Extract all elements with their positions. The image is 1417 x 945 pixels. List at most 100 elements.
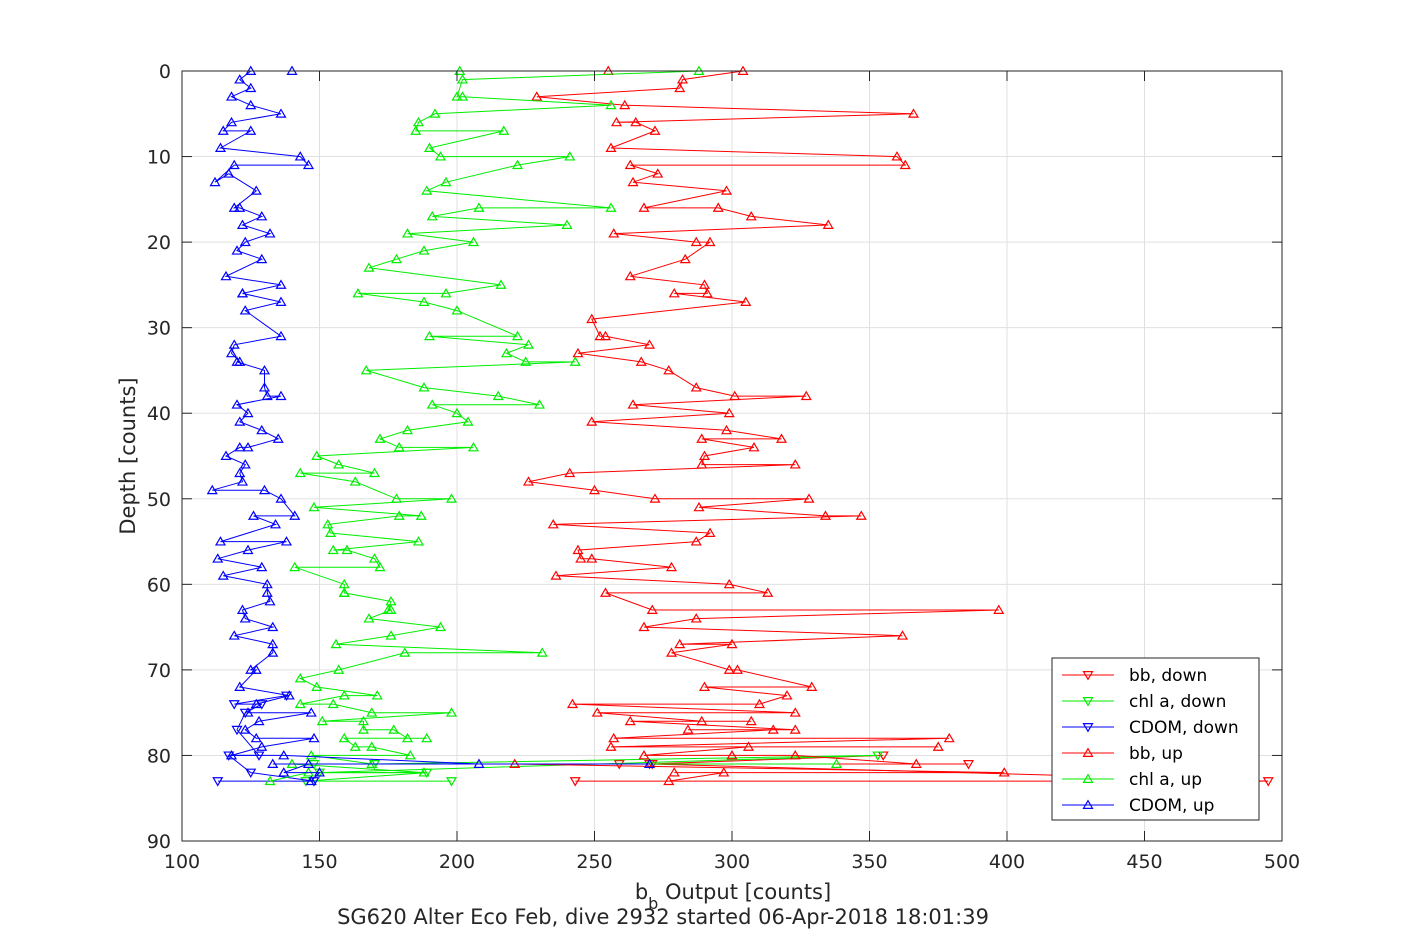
legend-entry-label: CDOM, down <box>1129 718 1239 738</box>
data-point <box>445 777 458 787</box>
data-point <box>696 433 708 443</box>
data-point <box>624 159 636 170</box>
y-tick-label: 30 <box>147 318 171 340</box>
data-point <box>264 595 276 606</box>
data-point <box>569 777 581 787</box>
data-point <box>781 690 793 700</box>
data-point <box>289 510 301 520</box>
data-point <box>242 441 254 452</box>
data-point <box>586 416 598 426</box>
data-point <box>696 715 708 726</box>
data-point <box>305 707 317 717</box>
data-point <box>522 339 535 349</box>
data-point <box>451 407 463 418</box>
data-point <box>665 561 678 572</box>
data-point <box>360 364 372 375</box>
data-point <box>294 698 306 709</box>
data-point <box>830 758 843 768</box>
data-point <box>313 767 326 777</box>
y-tick-label: 0 <box>159 61 171 83</box>
data-point <box>220 270 232 281</box>
data-point <box>462 416 474 426</box>
data-point <box>234 441 246 452</box>
data-point <box>572 544 584 555</box>
data-point <box>605 202 617 212</box>
data-point <box>388 724 400 734</box>
data-point <box>368 467 381 478</box>
data-point <box>789 707 801 717</box>
data-point <box>385 630 397 640</box>
data-point <box>748 441 760 452</box>
data-point <box>729 390 741 401</box>
y-axis: 0 10 20 30 40 50 60 70 80 90 <box>147 61 1282 853</box>
data-point <box>267 758 279 768</box>
x-tick-label: 500 <box>1264 851 1300 873</box>
x-tick-label: 100 <box>164 851 200 873</box>
data-point <box>228 159 240 170</box>
data-point <box>740 296 752 306</box>
data-point <box>720 424 733 435</box>
data-point <box>275 390 287 401</box>
legend-entry-label: CDOM, up <box>1129 796 1214 816</box>
data-point <box>245 99 257 110</box>
data-point <box>225 116 238 127</box>
data-point <box>278 749 290 760</box>
x-tick-label: 450 <box>1126 851 1162 873</box>
data-point <box>374 561 386 572</box>
x-axis-label-subscript: b <box>648 894 658 913</box>
data-point <box>451 91 463 101</box>
legend-marker <box>1082 697 1094 707</box>
data-point <box>704 236 716 247</box>
data-point <box>726 749 738 760</box>
data-point <box>311 681 323 691</box>
data-point <box>690 613 702 623</box>
data-point <box>374 433 386 443</box>
series-layer <box>206 65 1274 787</box>
data-point <box>209 176 221 187</box>
data-point <box>720 185 733 195</box>
data-point <box>426 210 438 221</box>
data-point <box>635 356 647 366</box>
data-point <box>704 527 716 537</box>
data-point <box>242 544 254 555</box>
data-point <box>349 476 361 486</box>
data-point <box>415 510 427 520</box>
data-point <box>627 399 639 409</box>
data-point <box>272 433 284 443</box>
data-point <box>371 690 383 700</box>
data-point <box>302 159 315 170</box>
data-point <box>330 638 342 649</box>
data-point <box>418 382 430 392</box>
data-point <box>242 407 254 418</box>
data-point <box>445 493 458 503</box>
data-point <box>338 690 350 700</box>
data-point <box>231 356 243 366</box>
data-point <box>495 279 507 289</box>
data-point <box>440 287 452 298</box>
data-point <box>731 664 744 674</box>
x-axis-label-rest: Output [counts] <box>658 880 831 904</box>
data-point <box>701 287 713 298</box>
data-point <box>239 613 251 623</box>
data-point <box>231 399 243 409</box>
data-point <box>962 760 975 770</box>
data-point <box>250 664 262 674</box>
data-point <box>566 698 579 709</box>
data-point <box>591 707 603 717</box>
x-tick-label: 350 <box>851 851 887 873</box>
data-point <box>236 287 249 298</box>
data-point <box>569 356 581 366</box>
data-point <box>333 664 345 674</box>
data-point <box>247 510 260 520</box>
data-point <box>275 296 287 306</box>
data-point <box>220 450 232 460</box>
series-line <box>269 70 837 782</box>
data-point <box>245 125 257 135</box>
data-point <box>550 570 562 580</box>
data-point <box>429 108 441 118</box>
legend-marker <box>1082 773 1094 783</box>
data-point <box>456 91 469 101</box>
data-point <box>267 621 279 632</box>
data-point <box>665 647 678 657</box>
data-point <box>275 108 287 118</box>
